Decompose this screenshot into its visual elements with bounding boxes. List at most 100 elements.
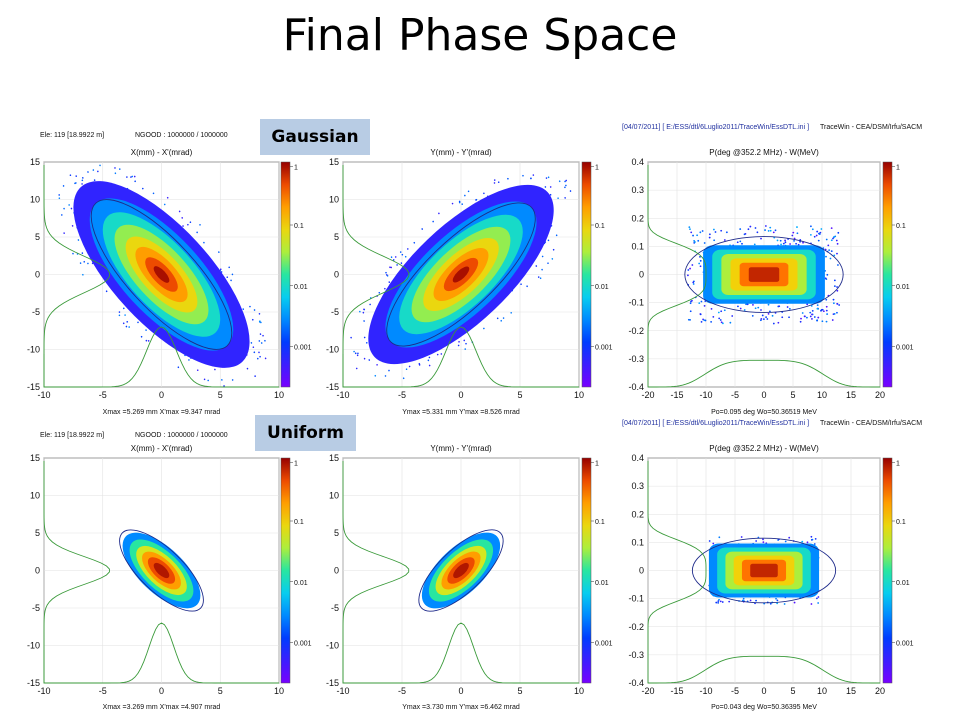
halo-particle [760, 237, 762, 240]
halo-particle [786, 306, 789, 308]
x-tick-label: 10 [817, 686, 827, 696]
ngood-info: NGOOD : 1000000 / 1000000 [135, 132, 228, 139]
halo-particle [719, 600, 722, 603]
halo-particle [386, 274, 388, 276]
rms-ellipse [90, 199, 233, 350]
halo-particle [793, 601, 796, 604]
halo-particle [691, 299, 693, 302]
y-tick-label: -0.3 [628, 354, 644, 364]
beam-distribution [708, 535, 820, 605]
halo-particle [404, 255, 407, 258]
y-tick-label: -0.4 [628, 382, 644, 392]
halo-particle [784, 239, 786, 242]
halo-particle [520, 283, 522, 286]
halo-particle [557, 197, 559, 200]
halo-particle [719, 319, 722, 321]
plot-title: X(mm) - X'(mrad) [130, 444, 193, 453]
rms-ellipse [684, 236, 844, 313]
halo-particle [809, 311, 812, 314]
halo-particle [532, 174, 535, 176]
halo-particle [777, 321, 780, 324]
halo-particle [363, 336, 366, 339]
x-tick-label: 20 [875, 686, 885, 696]
halo-particle [762, 541, 765, 544]
halo-particle [71, 225, 74, 227]
halo-particle [712, 542, 715, 545]
halo-particle [718, 598, 720, 601]
halo-particle [788, 307, 791, 310]
halo-particle [262, 334, 264, 337]
y-tick-label: 0 [334, 270, 339, 280]
halo-particle [253, 351, 256, 354]
halo-particle [818, 233, 821, 236]
colorbar-tick-label: 1 [595, 461, 599, 468]
y-tick-label: 5 [35, 232, 40, 242]
y-tick-label: 0 [35, 566, 40, 576]
halo-particle [177, 366, 180, 369]
halo-particle [493, 179, 496, 181]
halo-particle [219, 268, 222, 271]
halo-particle [800, 317, 802, 320]
halo-particle [795, 242, 798, 245]
halo-particle [83, 260, 86, 263]
rms-ellipse [386, 202, 536, 347]
halo-particle [815, 234, 818, 237]
halo-particle [825, 255, 827, 258]
halo-particle [811, 309, 814, 312]
halo-particle [746, 303, 749, 306]
colorbar-tick-label: 0.001 [294, 641, 312, 648]
halo-particle [801, 312, 804, 314]
halo-particle [569, 190, 572, 192]
y-tick-label: 5 [334, 232, 339, 242]
halo-particle [835, 239, 838, 242]
file-info: [04/07/2011] [ E:/ESS/dtl/6Luglio2011/Tr… [622, 420, 810, 427]
y-projection [43, 165, 111, 387]
halo-particle [72, 252, 74, 255]
halo-particle [385, 271, 387, 274]
halo-particle [421, 228, 423, 230]
halo-particle [256, 357, 259, 360]
plot-title: P(deg @352.2 MHz) - W(MeV) [709, 444, 819, 453]
halo-particle [741, 242, 743, 245]
halo-particle [816, 307, 819, 310]
halo-particle [547, 176, 550, 179]
colorbar-tick-label: 0.01 [595, 580, 609, 587]
halo-particle [737, 305, 739, 308]
halo-particle [749, 225, 752, 228]
halo-particle [558, 180, 561, 183]
halo-particle [710, 320, 713, 323]
x-tick-label: -15 [670, 686, 683, 696]
halo-particle [813, 235, 816, 238]
colorbar-tick-label: 0.001 [595, 641, 613, 648]
colorbar-tick-label: 0.01 [896, 580, 910, 587]
halo-particle [376, 364, 378, 366]
halo-particle [825, 238, 828, 241]
colorbar-tick-label: 0.01 [294, 284, 308, 291]
halo-particle [703, 319, 706, 322]
halo-particle [692, 283, 695, 285]
halo-particle [544, 186, 547, 188]
halo-particle [832, 298, 835, 301]
halo-particle [354, 352, 357, 355]
halo-particle [799, 320, 802, 323]
halo-particle [797, 243, 800, 246]
halo-particle [118, 314, 121, 317]
halo-particle [264, 339, 266, 342]
halo-particle [438, 212, 440, 215]
halo-particle [703, 242, 706, 244]
y-beam-info: Ymax =3.730 mm Y'max =6.462 mrad [402, 704, 520, 711]
y-tick-label: 0.2 [631, 213, 644, 223]
rms-ellipse-line [418, 529, 504, 612]
halo-particle [688, 226, 691, 228]
halo-particle [81, 252, 84, 254]
halo-particle [363, 320, 365, 322]
halo-particle [810, 538, 813, 541]
halo-particle [147, 340, 150, 342]
halo-particle [761, 314, 764, 317]
halo-particle [837, 264, 839, 266]
y-tick-label: 5 [334, 528, 339, 538]
halo-particle [555, 234, 558, 237]
halo-particle [821, 308, 824, 311]
halo-particle [497, 181, 500, 184]
